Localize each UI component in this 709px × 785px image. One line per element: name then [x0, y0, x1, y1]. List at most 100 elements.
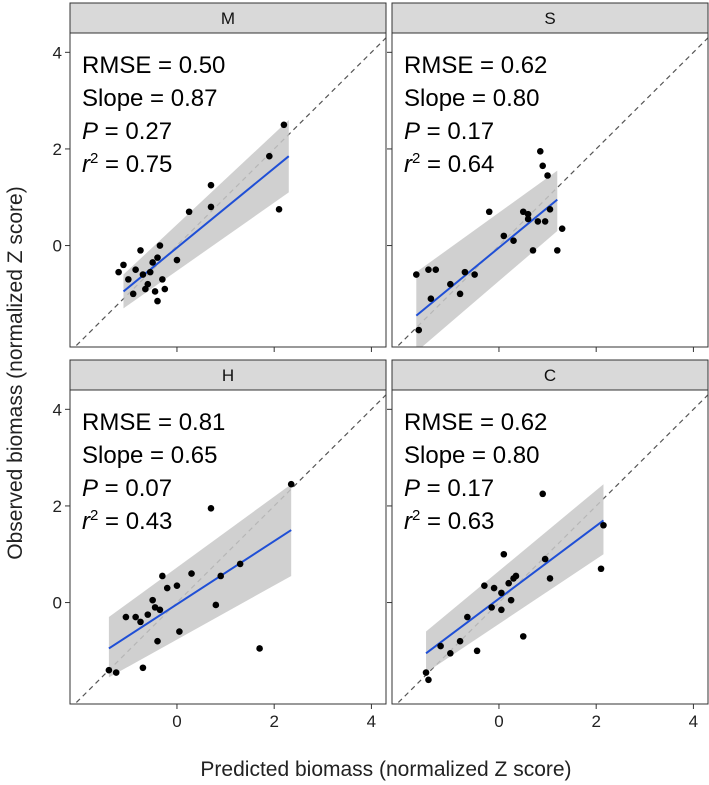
data-point	[120, 261, 127, 269]
data-point	[524, 215, 532, 223]
r-superscript: 2	[412, 507, 420, 524]
p-symbol: P	[404, 118, 420, 145]
data-point	[125, 276, 132, 283]
x-axis-title: Predicted biomass (normalized Z score)	[200, 758, 571, 781]
data-point	[524, 210, 532, 218]
confidence-band	[416, 170, 558, 347]
data-point	[529, 247, 537, 254]
confidence-band	[108, 484, 292, 678]
p-value-text: P = 0.17	[404, 475, 494, 502]
x-tick-label: 0	[172, 712, 181, 731]
data-point	[425, 676, 432, 684]
data-point	[519, 208, 527, 216]
x-tick-label: 0	[494, 712, 503, 731]
data-point	[498, 589, 505, 597]
data-point	[105, 666, 113, 674]
p-value: = 0.07	[98, 475, 172, 502]
rmse-text: RMSE = 0.50	[82, 52, 225, 79]
data-point	[507, 596, 515, 604]
data-point	[144, 611, 152, 618]
r-symbol: r	[82, 151, 91, 178]
confidence-band	[123, 119, 289, 309]
p-value-text: P = 0.27	[82, 118, 172, 145]
data-point	[500, 232, 508, 240]
r-squared-text: r2 = 0.75	[82, 150, 172, 178]
data-point	[464, 613, 471, 621]
data-point	[132, 266, 139, 274]
y-tick-label: 4	[53, 43, 62, 62]
r-superscript: 2	[90, 150, 98, 167]
p-symbol: P	[82, 475, 98, 502]
data-point	[115, 268, 122, 276]
p-symbol: P	[404, 475, 420, 502]
r-squared-text: r2 = 0.43	[82, 507, 172, 535]
x-tick-label: 4	[689, 712, 698, 731]
data-point	[154, 254, 161, 261]
data-point	[447, 280, 454, 288]
facet-strip	[69, 359, 387, 391]
data-point	[275, 206, 283, 213]
data-point	[122, 613, 130, 621]
data-point	[485, 208, 493, 216]
y-tick-label: 4	[53, 400, 62, 419]
data-point	[488, 604, 495, 611]
p-symbol: P	[82, 118, 98, 145]
regression-line	[108, 529, 292, 650]
r-squared-value: = 0.63	[420, 508, 494, 535]
data-point	[600, 521, 607, 529]
data-point	[217, 572, 225, 580]
data-point	[481, 582, 488, 589]
data-point	[156, 242, 164, 249]
plot-area	[396, 394, 708, 704]
identity-line	[74, 37, 386, 347]
data-point	[146, 268, 154, 276]
data-point	[173, 582, 181, 589]
rmse-text: RMSE = 0.81	[82, 409, 225, 436]
r-superscript: 2	[412, 150, 420, 167]
x-tick-label: 2	[591, 712, 600, 731]
r-squared-text: r2 = 0.64	[404, 150, 494, 178]
data-point	[163, 584, 171, 592]
x-tick-label: 4	[367, 712, 376, 731]
y-tick-label: 0	[53, 237, 62, 256]
r-squared-value: = 0.75	[98, 151, 172, 178]
data-point	[512, 572, 520, 580]
facet-strip-label: H	[222, 366, 234, 385]
data-point	[144, 280, 152, 288]
slope-text: Slope = 0.80	[404, 442, 539, 469]
data-point	[541, 555, 549, 563]
panel-s: S RMSE = 0.62 Slope = 0.80 P = 0.17 r2 = 0.6…	[387, 2, 709, 352]
data-point	[151, 288, 159, 295]
y-axis-title: Observed biomass (normalized Z score)	[4, 186, 27, 559]
r-superscript: 2	[90, 507, 98, 524]
data-point	[149, 596, 156, 604]
data-point	[500, 550, 508, 558]
data-point	[432, 266, 440, 274]
data-point	[536, 148, 544, 155]
y-tick-label: 0	[53, 594, 62, 613]
panel-border	[69, 32, 387, 348]
p-value-text: P = 0.17	[404, 118, 494, 145]
panel-border	[391, 389, 709, 705]
data-point	[498, 606, 505, 614]
rmse-text: RMSE = 0.62	[404, 52, 547, 79]
data-point	[207, 505, 215, 512]
data-point	[461, 268, 469, 276]
data-point	[256, 645, 263, 652]
facet-strip	[69, 2, 387, 34]
plot-area	[396, 37, 708, 347]
slope-text: Slope = 0.87	[82, 85, 217, 112]
data-point	[149, 259, 156, 266]
y-tick-label: 2	[53, 140, 62, 159]
data-point	[188, 570, 195, 577]
r-symbol: r	[404, 508, 413, 535]
data-point	[159, 572, 166, 580]
plot-area	[74, 37, 386, 347]
data-point	[415, 326, 423, 334]
facet-strip-label: M	[221, 9, 235, 28]
data-point	[154, 297, 161, 305]
data-point	[546, 206, 554, 213]
data-point	[139, 271, 147, 278]
